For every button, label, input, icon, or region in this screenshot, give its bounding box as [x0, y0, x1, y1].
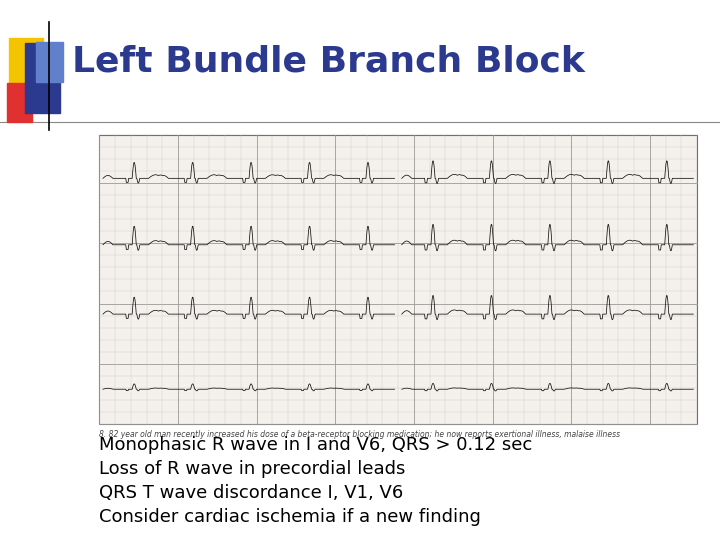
Text: Consider cardiac ischemia if a new finding: Consider cardiac ischemia if a new findi…	[99, 508, 481, 525]
Bar	[99, 135, 697, 424]
Bar	[9, 38, 43, 84]
Text: QRS T wave discordance I, V1, V6: QRS T wave discordance I, V1, V6	[99, 484, 404, 502]
Text: Loss of R wave in precordial leads: Loss of R wave in precordial leads	[99, 460, 406, 478]
Bar	[25, 43, 60, 113]
Bar	[36, 42, 63, 82]
Bar	[7, 83, 32, 122]
Text: Left Bundle Branch Block: Left Bundle Branch Block	[72, 44, 585, 78]
Text: 8. 82 year old man recently increased his dose of a beta-receptor blocking medic: 8. 82 year old man recently increased hi…	[99, 430, 621, 440]
Text: Monophasic R wave in I and V6, QRS > 0.12 sec: Monophasic R wave in I and V6, QRS > 0.1…	[99, 436, 533, 454]
